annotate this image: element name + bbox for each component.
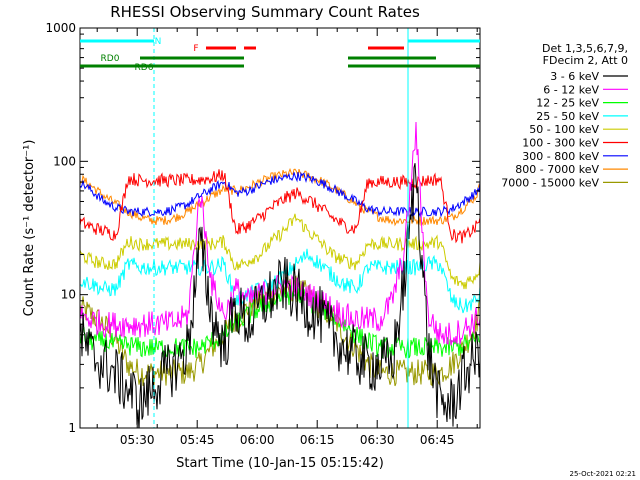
legend-entry-label: 12 - 25 keV (536, 97, 599, 110)
legend-entry-label: 25 - 50 keV (536, 110, 599, 123)
y-tick-label: 1 (68, 421, 76, 435)
plot-area (80, 28, 480, 428)
legend-entry-label: 800 - 7000 keV (515, 163, 599, 176)
status-bar-f: F (193, 44, 404, 54)
axes: 1 10 100 1000 05:30 05:45 06:00 06:15 06:30 06:45 (45, 21, 481, 447)
legend-entry-label: 100 - 300 keV (522, 137, 599, 150)
legend-header-line: Det 1,3,5,6,7,9, (542, 42, 628, 55)
legend: Det 1,3,5,6,7,9,FDecim 2, Att 0 3 - 6 keV… (501, 42, 628, 189)
x-tick-label: 06:15 (300, 433, 335, 447)
legend-entry-label: 3 - 6 keV (550, 70, 599, 83)
status-bar-n: N (80, 37, 480, 47)
series-line-4 (80, 248, 480, 314)
y-tick-label: 100 (53, 154, 76, 168)
x-tick-label: 06:30 (360, 433, 395, 447)
series-line-1 (80, 163, 480, 428)
y-tick-label: 1000 (45, 21, 76, 35)
y-tick-label: 10 (61, 288, 76, 302)
legend-header-line: FDecim 2, Att 0 (543, 54, 628, 67)
status-bar-label: RD0 (101, 54, 120, 64)
x-axis-label: Start Time (10-Jan-15 05:15:42) (176, 456, 384, 471)
timestamp: 25-Oct-2021 02:21 (570, 470, 636, 478)
status-bar-rd0: RD0 (101, 54, 436, 64)
legend-entry-label: 6 - 12 keV (543, 83, 599, 96)
status-bar-label: RD6 (135, 63, 154, 73)
series-5 (80, 213, 480, 290)
status-bar-label: F (193, 44, 198, 54)
y-axis-label: Count Rate (s⁻¹ detector⁻¹) (22, 140, 37, 317)
series-line-5 (80, 213, 480, 290)
series-4 (80, 248, 480, 314)
chart-title: RHESSI Observing Summary Count Rates (110, 3, 420, 21)
series-1 (80, 163, 480, 428)
x-tick-label: 06:45 (420, 433, 455, 447)
series-2 (80, 121, 480, 346)
series-3 (80, 283, 480, 359)
series-line-3 (80, 283, 480, 359)
plot-frame (79, 27, 481, 429)
legend-entry-label: 300 - 800 keV (522, 150, 599, 163)
status-bar-rd6: RD6 (80, 63, 480, 73)
x-tick-label: 06:00 (240, 433, 275, 447)
legend-entry-label: 50 - 100 keV (529, 123, 599, 136)
x-tick-label: 05:30 (120, 433, 155, 447)
legend-entry-label: 7000 - 15000 keV (501, 176, 599, 189)
x-tick-label: 05:45 (180, 433, 215, 447)
series-line-2 (80, 121, 480, 346)
status-bar-label: N (155, 37, 162, 47)
